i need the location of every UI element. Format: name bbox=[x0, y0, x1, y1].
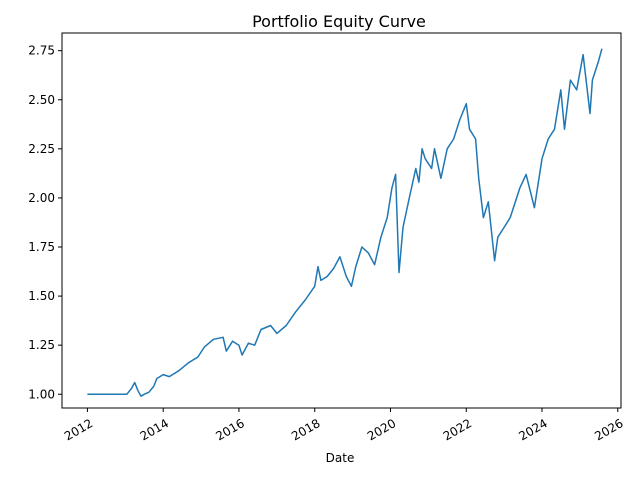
y-tick-label: 1.00 bbox=[28, 387, 55, 401]
y-tick-label: 2.75 bbox=[28, 44, 55, 58]
y-tick-label: 1.75 bbox=[28, 240, 55, 254]
series-line-equity bbox=[87, 48, 603, 397]
chart-title: Portfolio Equity Curve bbox=[252, 12, 426, 31]
y-tick-label: 2.50 bbox=[28, 93, 55, 107]
y-tick-label: 2.25 bbox=[28, 142, 55, 156]
y-tick-label: 1.50 bbox=[28, 289, 55, 303]
x-axis-label: Date bbox=[326, 451, 355, 465]
y-tick-label: 2.00 bbox=[28, 191, 55, 205]
y-tick-label: 1.25 bbox=[28, 338, 55, 352]
plot-frame bbox=[61, 32, 622, 409]
y-axis: 1.00 1.25 1.50 1.75 2.00 2.25 2.50 2.75 bbox=[28, 44, 62, 401]
